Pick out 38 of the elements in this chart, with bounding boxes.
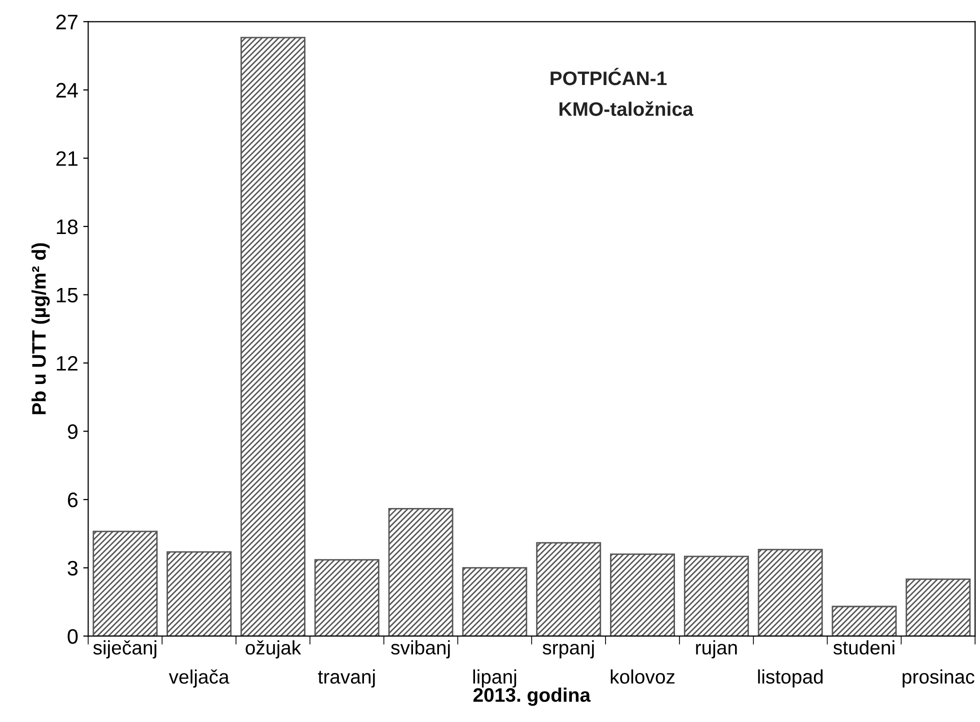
x-tick-label: kolovoz [610, 669, 675, 684]
y-tick-label: 15 [56, 288, 78, 302]
x-tick-label: prosinac [902, 669, 974, 688]
bar [832, 606, 897, 636]
x-tick-label: rujan [696, 640, 737, 658]
x-tick-label: travanj [318, 669, 375, 688]
y-tick-label: 0 [68, 629, 78, 644]
annotation: POTPIĆAN-1 [550, 68, 667, 86]
x-tick-label: veljača [168, 669, 230, 688]
bar [240, 36, 306, 636]
y-axis-title: Pb u UTT (µg/m² d) [32, 243, 50, 414]
x-tick-label: svibanj [391, 640, 450, 658]
bar [166, 551, 232, 636]
y-tick-label: 12 [56, 356, 78, 371]
bar [536, 542, 602, 636]
bar [684, 556, 749, 636]
x-tick-label: srpanj [542, 640, 594, 658]
x-tick-label: listopad [758, 669, 823, 688]
bar [388, 508, 454, 636]
y-tick-label: 9 [68, 424, 78, 440]
bar [610, 553, 675, 636]
bar [758, 548, 823, 636]
x-tick-label: lipanj [473, 669, 516, 688]
x-tick-label: ožujak [246, 640, 302, 658]
y-tick-label: 3 [68, 560, 78, 576]
x-tick-label: siječanj [93, 640, 156, 658]
y-tick-label: 27 [56, 14, 78, 30]
y-tick-label: 24 [56, 82, 78, 98]
bar [314, 559, 380, 636]
y-tick-label: 18 [56, 219, 78, 234]
bar [92, 530, 158, 636]
bar [906, 578, 971, 636]
x-axis-title: 2013. godina [473, 688, 591, 706]
y-tick-label: 21 [56, 151, 78, 166]
y-tick-label: 6 [68, 492, 78, 508]
annotation: KMO-taložnica [560, 101, 694, 116]
bar [462, 567, 528, 636]
x-tick-label: studeni [833, 640, 894, 655]
